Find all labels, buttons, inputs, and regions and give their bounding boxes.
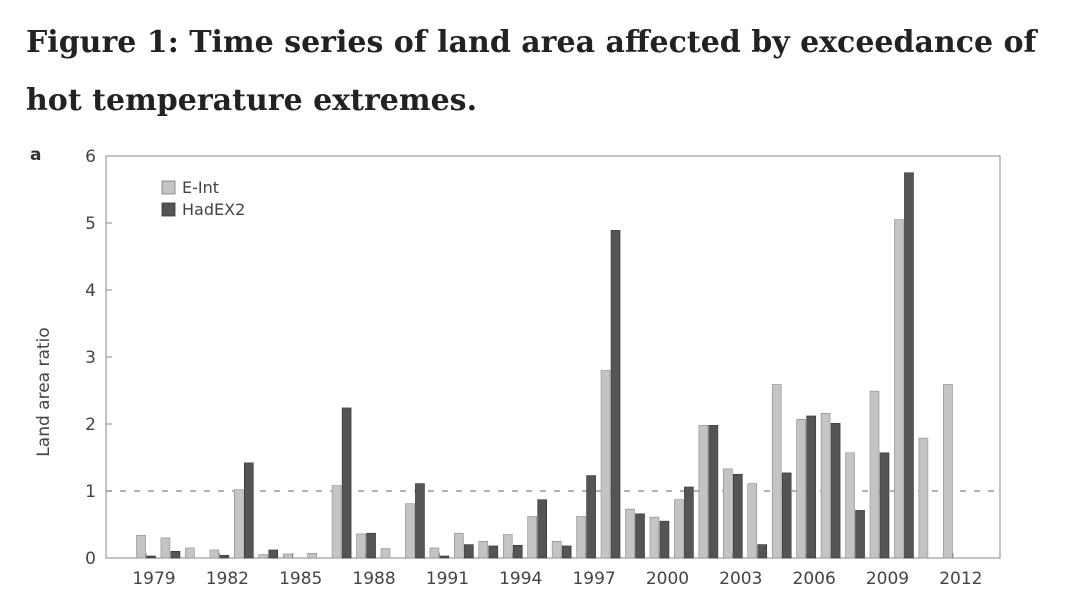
y-tick-label: 3 [85, 348, 96, 368]
bar-hadex2-1984 [268, 549, 279, 559]
y-tick-label: 6 [85, 147, 96, 167]
bar-e-int-1980 [160, 537, 171, 559]
legend: E-Int HadEX2 [161, 178, 245, 219]
bar-hadex2-1991 [439, 555, 450, 559]
x-ticks-group: 1979 1982 1985 1988 1991 1994 1997 2000 2003 2006… [132, 553, 982, 589]
bar-hadex2-2008 [855, 510, 865, 559]
bar-hadex2-2002 [708, 425, 719, 559]
bar-hadex2-1982 [219, 555, 230, 559]
x-tick-label: 1988 [352, 569, 395, 589]
figure-title: Figure 1: Time series of land area affec… [26, 25, 1037, 118]
x-tick-label: 1991 [426, 569, 469, 589]
bar-e-int-1988 [356, 533, 366, 559]
bar-e-int-2007 [820, 412, 831, 559]
bar-e-int-1986 [307, 553, 317, 559]
bar-e-int-2005 [771, 384, 782, 559]
bar-e-int-2004 [747, 483, 758, 559]
bar-e-int-1999 [625, 508, 635, 559]
y-axis-label: Land area ratio [34, 327, 54, 456]
bar-hadex2-2010 [904, 172, 914, 559]
legend-swatch-e-int [161, 180, 176, 195]
bar-hadex2-2000 [659, 520, 670, 559]
bar-hadex2-1983 [244, 462, 254, 559]
bar-hadex2-2004 [757, 544, 768, 559]
x-tick-label: 2012 [939, 569, 982, 589]
bar-hadex2-1997 [586, 475, 596, 559]
bar-e-int-1993 [478, 540, 489, 559]
bar-e-int-2011 [918, 437, 929, 559]
y-tick-label: 2 [85, 415, 96, 435]
bar-hadex2-2009 [879, 452, 890, 559]
bar-hadex2-1994 [512, 544, 523, 559]
bar-e-int-1983 [234, 489, 244, 559]
legend-label-e-int: E-Int [182, 178, 219, 197]
bar-e-int-2012 [943, 384, 953, 559]
bar-e-int-2006 [796, 419, 806, 559]
bar-hadex2-1979 [146, 555, 156, 559]
y-tick-label: 4 [85, 281, 96, 301]
bar-e-int-2010 [894, 219, 904, 559]
bar-e-int-1982 [209, 549, 220, 559]
bar-hadex2-2005 [781, 472, 792, 559]
bar-e-int-1995 [527, 516, 538, 559]
bar-e-int-1994 [502, 534, 513, 559]
x-tick-label: 1979 [132, 569, 175, 589]
x-tick-label: 1997 [572, 569, 615, 589]
bar-e-int-1991 [429, 547, 440, 559]
bar-e-int-1985 [282, 553, 293, 559]
bar-e-int-2002 [698, 425, 709, 559]
bar-hadex2-1995 [537, 499, 548, 559]
x-tick-label: 2003 [719, 569, 762, 589]
x-tick-label: 1994 [499, 569, 542, 589]
bar-e-int-1981 [185, 547, 195, 559]
bar-e-int-1996 [551, 540, 562, 559]
y-tick-label: 5 [85, 214, 96, 234]
bar-hadex2-1996 [561, 545, 572, 559]
bar-hadex2-1992 [464, 544, 474, 559]
bar-hadex2-1980 [170, 550, 181, 559]
bar-e-int-2000 [649, 516, 660, 559]
legend-label-hadex2: HadEX2 [182, 200, 245, 219]
bar-e-int-1989 [380, 548, 391, 559]
bar-e-int-2008 [845, 452, 855, 559]
bar-e-int-1984 [258, 554, 269, 559]
panel-label: a [30, 145, 41, 165]
bar-hadex2-2006 [806, 415, 816, 559]
x-tick-label: 2006 [793, 569, 836, 589]
x-tick-label: 2009 [866, 569, 909, 589]
y-ticks-group: 0 1 2 3 4 5 6 [85, 147, 112, 569]
bar-e-int-1987 [331, 485, 342, 559]
bar-hadex2-2003 [732, 473, 743, 559]
x-tick-label: 1982 [206, 569, 249, 589]
y-tick-label: 1 [85, 482, 96, 502]
bar-hadex2-2007 [830, 423, 841, 559]
bar-e-int-1990 [405, 503, 415, 559]
legend-swatch-hadex2 [161, 202, 176, 217]
bar-e-int-2009 [869, 390, 880, 559]
x-tick-label: 2000 [646, 569, 689, 589]
x-tick-label: 1985 [279, 569, 322, 589]
bar-e-int-2001 [674, 499, 684, 559]
bar-e-int-1992 [454, 532, 464, 559]
bar-e-int-1998 [600, 370, 611, 559]
bar-hadex2-1988 [366, 532, 376, 559]
bar-hadex2-1993 [488, 545, 499, 559]
bars-group [136, 172, 953, 559]
bar-e-int-1979 [136, 534, 146, 559]
y-tick-label: 0 [85, 549, 96, 569]
bar-hadex2-2001 [684, 486, 694, 559]
bar-e-int-1997 [576, 516, 586, 559]
bar-hadex2-1998 [610, 230, 621, 559]
bar-hadex2-1999 [635, 513, 645, 559]
bar-hadex2-1990 [415, 483, 425, 559]
bar-hadex2-1987 [341, 407, 352, 559]
bar-e-int-2003 [722, 468, 733, 559]
